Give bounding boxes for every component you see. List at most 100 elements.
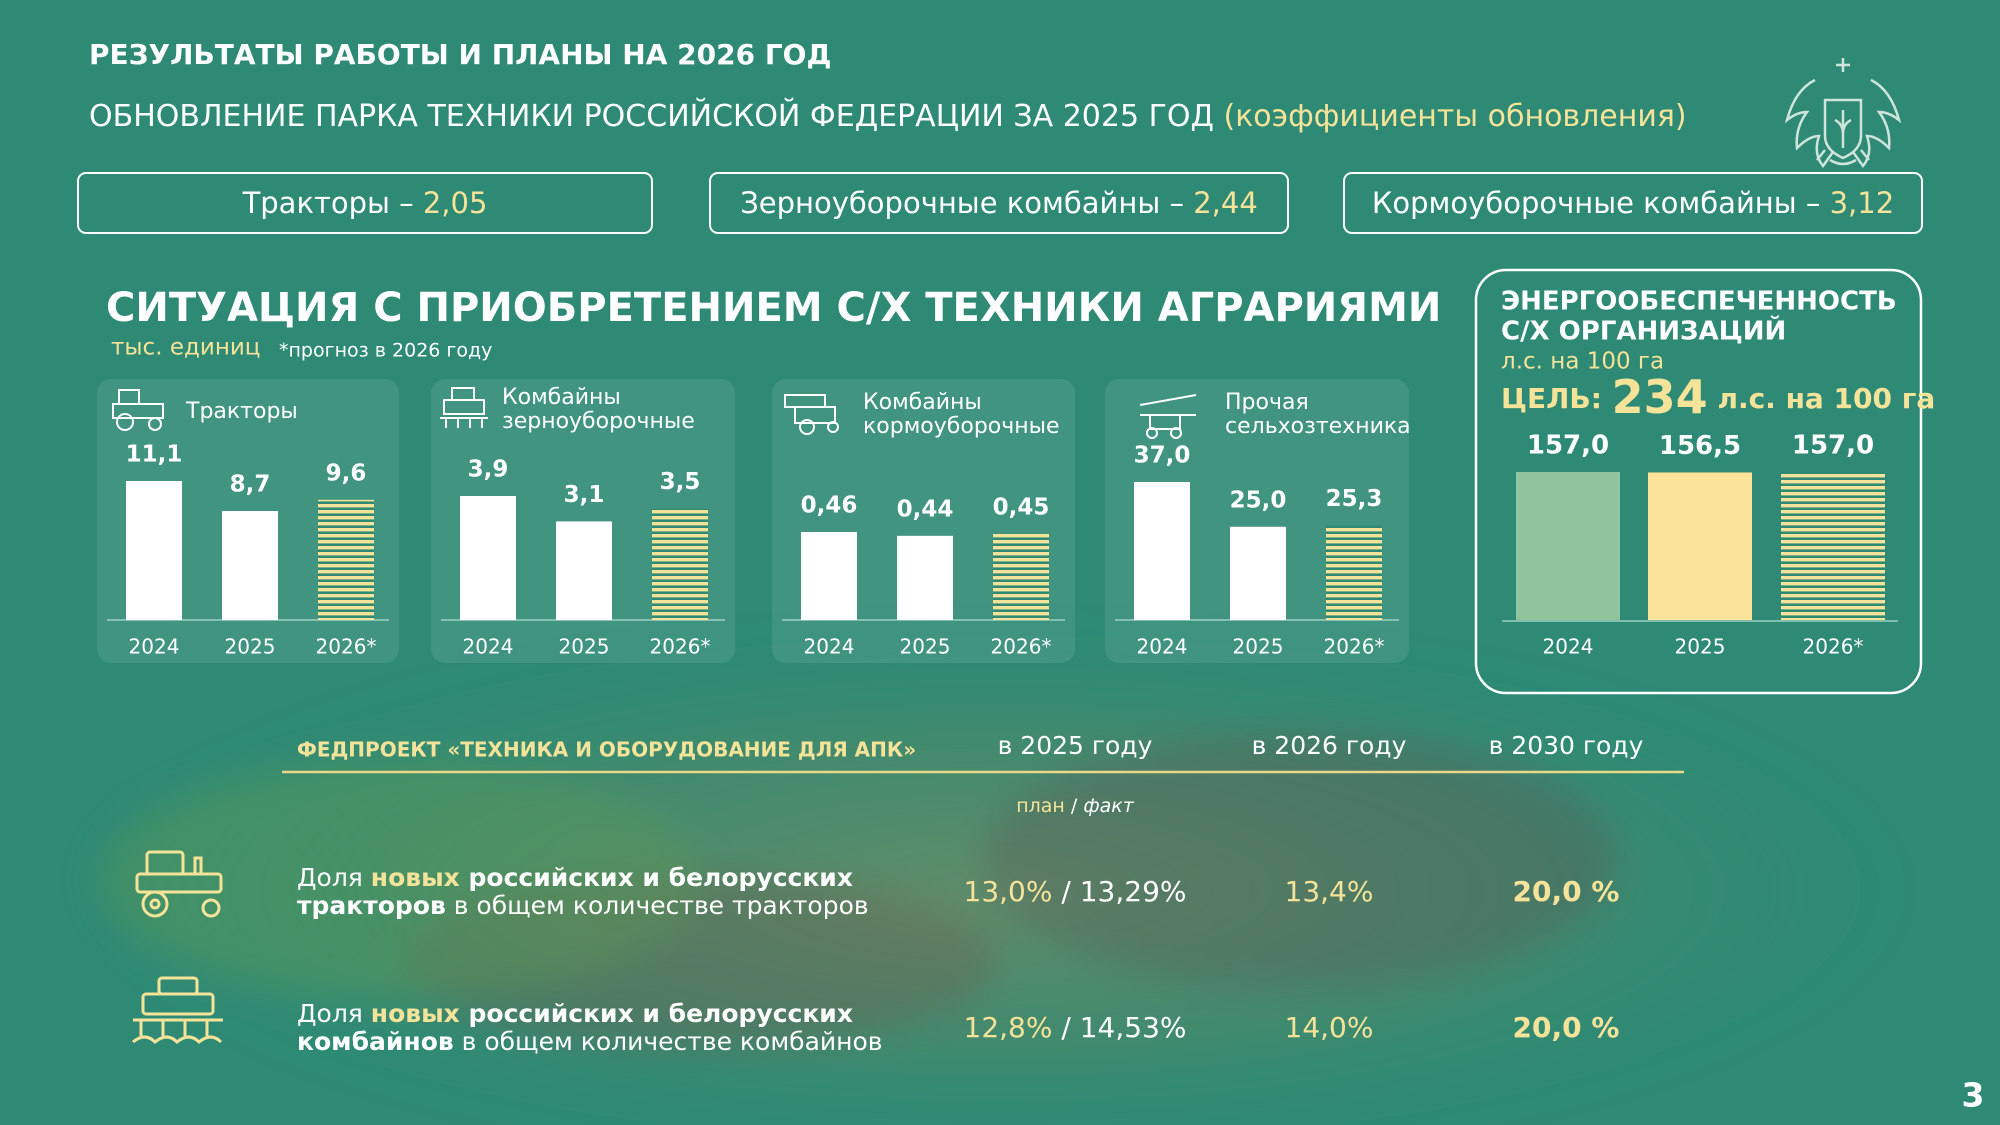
value-label: 9,6 bbox=[326, 460, 367, 486]
renewal-box bbox=[1343, 172, 1923, 234]
header-subtitle: ОБНОВЛЕНИЕ ПАРКА ТЕХНИКИ РОССИЙСКОЙ ФЕДЕ… bbox=[89, 98, 1687, 134]
renewal-box bbox=[709, 172, 1289, 234]
x-tick-label: 2025 bbox=[225, 635, 276, 659]
value-2026: 13,4% bbox=[1285, 875, 1374, 908]
value-label: 0,46 bbox=[801, 493, 858, 519]
x-tick-label: 2024 bbox=[463, 635, 514, 659]
plan-value: 13,0% bbox=[964, 875, 1053, 908]
renewal-text: Кормоуборочные комбайны – 3,12 bbox=[1372, 186, 1894, 220]
x-tick-label: 2026* bbox=[991, 635, 1052, 659]
row-label-part: в общем количестве комбайнов bbox=[454, 1027, 883, 1056]
row-label-part: новых bbox=[371, 863, 460, 892]
fact-label: факт bbox=[1083, 795, 1134, 817]
bar bbox=[897, 535, 953, 620]
x-tick-label: 2026* bbox=[1324, 635, 1385, 659]
emblem bbox=[1784, 58, 1902, 169]
row-label: комбайнов в общем количестве комбайнов bbox=[297, 1027, 883, 1056]
x-tick-label: 2024 bbox=[1137, 635, 1188, 659]
renewal-text: Тракторы – 2,05 bbox=[242, 186, 488, 220]
bar bbox=[1648, 472, 1752, 620]
plan-fact-separator: / bbox=[1061, 875, 1071, 908]
bar bbox=[318, 499, 374, 620]
page-number: 3 bbox=[1962, 1076, 1985, 1115]
renewal-value: 3,12 bbox=[1830, 186, 1895, 220]
unit-label: л.с. на 100 га bbox=[1501, 349, 1664, 375]
bar bbox=[556, 521, 612, 620]
chart-title: зерноуборочные bbox=[502, 409, 695, 434]
x-tick-label: 2024 bbox=[1543, 635, 1594, 659]
row-label-part: новых bbox=[371, 999, 460, 1028]
value-label: 156,5 bbox=[1659, 431, 1741, 461]
x-tick-label: 2025 bbox=[900, 635, 951, 659]
fedproject-title: ФЕДПРОЕКТ «ТЕХНИКА И ОБОРУДОВАНИЕ ДЛЯ АП… bbox=[297, 738, 916, 762]
value-2030: 20,0 % bbox=[1513, 875, 1620, 908]
bar bbox=[1781, 472, 1885, 620]
x-tick-label: 2025 bbox=[1233, 635, 1284, 659]
renewal-label: Зерноуборочные комбайны – bbox=[740, 186, 1184, 220]
plan-fact-separator: / bbox=[1071, 795, 1078, 817]
chart-title: ЭНЕРГООБЕСПЕЧЕННОСТЬ bbox=[1501, 287, 1897, 317]
target-label: ЦЕЛЬ: bbox=[1501, 382, 1602, 415]
energy-panel bbox=[1474, 268, 1923, 695]
column-header: в 2030 году bbox=[1489, 731, 1644, 760]
x-tick-label: 2025 bbox=[559, 635, 610, 659]
bar bbox=[652, 508, 708, 620]
chart-title: кормоуборочные bbox=[863, 414, 1060, 439]
subtitle-note: (коэффициенты обновления) bbox=[1223, 99, 1686, 134]
row-label-part: комбайнов bbox=[297, 1027, 454, 1056]
bar bbox=[993, 533, 1049, 620]
renewal-label: Тракторы – bbox=[242, 186, 414, 220]
bar bbox=[1230, 526, 1286, 620]
value-2025: 13,0% / 13,29% bbox=[964, 875, 1187, 908]
x-tick-label: 2024 bbox=[804, 635, 855, 659]
chart-title: сельхозтехника bbox=[1225, 414, 1411, 439]
bar bbox=[222, 511, 278, 620]
row-label: Доля новых российских и белорусских bbox=[297, 999, 853, 1028]
bar bbox=[126, 481, 182, 620]
value-label: 0,45 bbox=[993, 494, 1050, 520]
target-value: 234 bbox=[1612, 370, 1708, 424]
forecast-note: *прогноз в 2026 году bbox=[279, 340, 492, 362]
plan-fact-label: план / факт bbox=[1016, 795, 1135, 817]
bar bbox=[1326, 525, 1382, 620]
x-tick-label: 2026* bbox=[650, 635, 711, 659]
row-label-part: тракторов bbox=[297, 891, 446, 920]
unit-label: тыс. единиц bbox=[111, 335, 260, 361]
header-title: РЕЗУЛЬТАТЫ РАБОТЫ И ПЛАНЫ НА 2026 ГОД bbox=[89, 38, 831, 71]
target: ЦЕЛЬ: 234 л.с. на 100 га bbox=[1501, 370, 1935, 424]
value-2025: 12,8% / 14,53% bbox=[964, 1011, 1187, 1044]
x-tick-label: 2026* bbox=[316, 635, 377, 659]
x-tick-label: 2024 bbox=[129, 635, 180, 659]
value-label: 8,7 bbox=[230, 472, 271, 498]
row-label-part: российских и белорусских bbox=[460, 863, 853, 892]
value-label: 3,5 bbox=[660, 469, 701, 495]
column-header: в 2026 году bbox=[1252, 731, 1407, 760]
bar bbox=[1134, 482, 1190, 620]
photo-background bbox=[100, 630, 1900, 1125]
value-label: 3,9 bbox=[468, 457, 509, 483]
value-label: 157,0 bbox=[1527, 431, 1609, 461]
chart-title: Комбайны bbox=[863, 390, 982, 415]
panel-icons bbox=[112, 387, 1197, 439]
value-label: 3,1 bbox=[564, 482, 605, 508]
plan-label: план bbox=[1016, 795, 1065, 817]
chart-title: Комбайны bbox=[502, 385, 621, 410]
value-2030: 20,0 % bbox=[1513, 1011, 1620, 1044]
renewal-value: 2,05 bbox=[423, 186, 488, 220]
row-label-part: Доля bbox=[297, 999, 371, 1028]
value-label: 11,1 bbox=[126, 442, 183, 468]
target-unit: л.с. на 100 га bbox=[1717, 382, 1935, 415]
value-label: 25,3 bbox=[1326, 486, 1383, 512]
value-label: 25,0 bbox=[1230, 487, 1287, 513]
row-icons bbox=[132, 850, 223, 1045]
chart-title: Тракторы bbox=[185, 399, 298, 424]
column-header: в 2025 году bbox=[998, 731, 1153, 760]
x-tick-label: 2025 bbox=[1675, 635, 1726, 659]
value-label: 0,44 bbox=[897, 496, 954, 522]
bar bbox=[1516, 472, 1620, 620]
fact-value: 13,29% bbox=[1080, 875, 1187, 908]
bar bbox=[460, 496, 516, 620]
row-label-part: Доля bbox=[297, 863, 371, 892]
